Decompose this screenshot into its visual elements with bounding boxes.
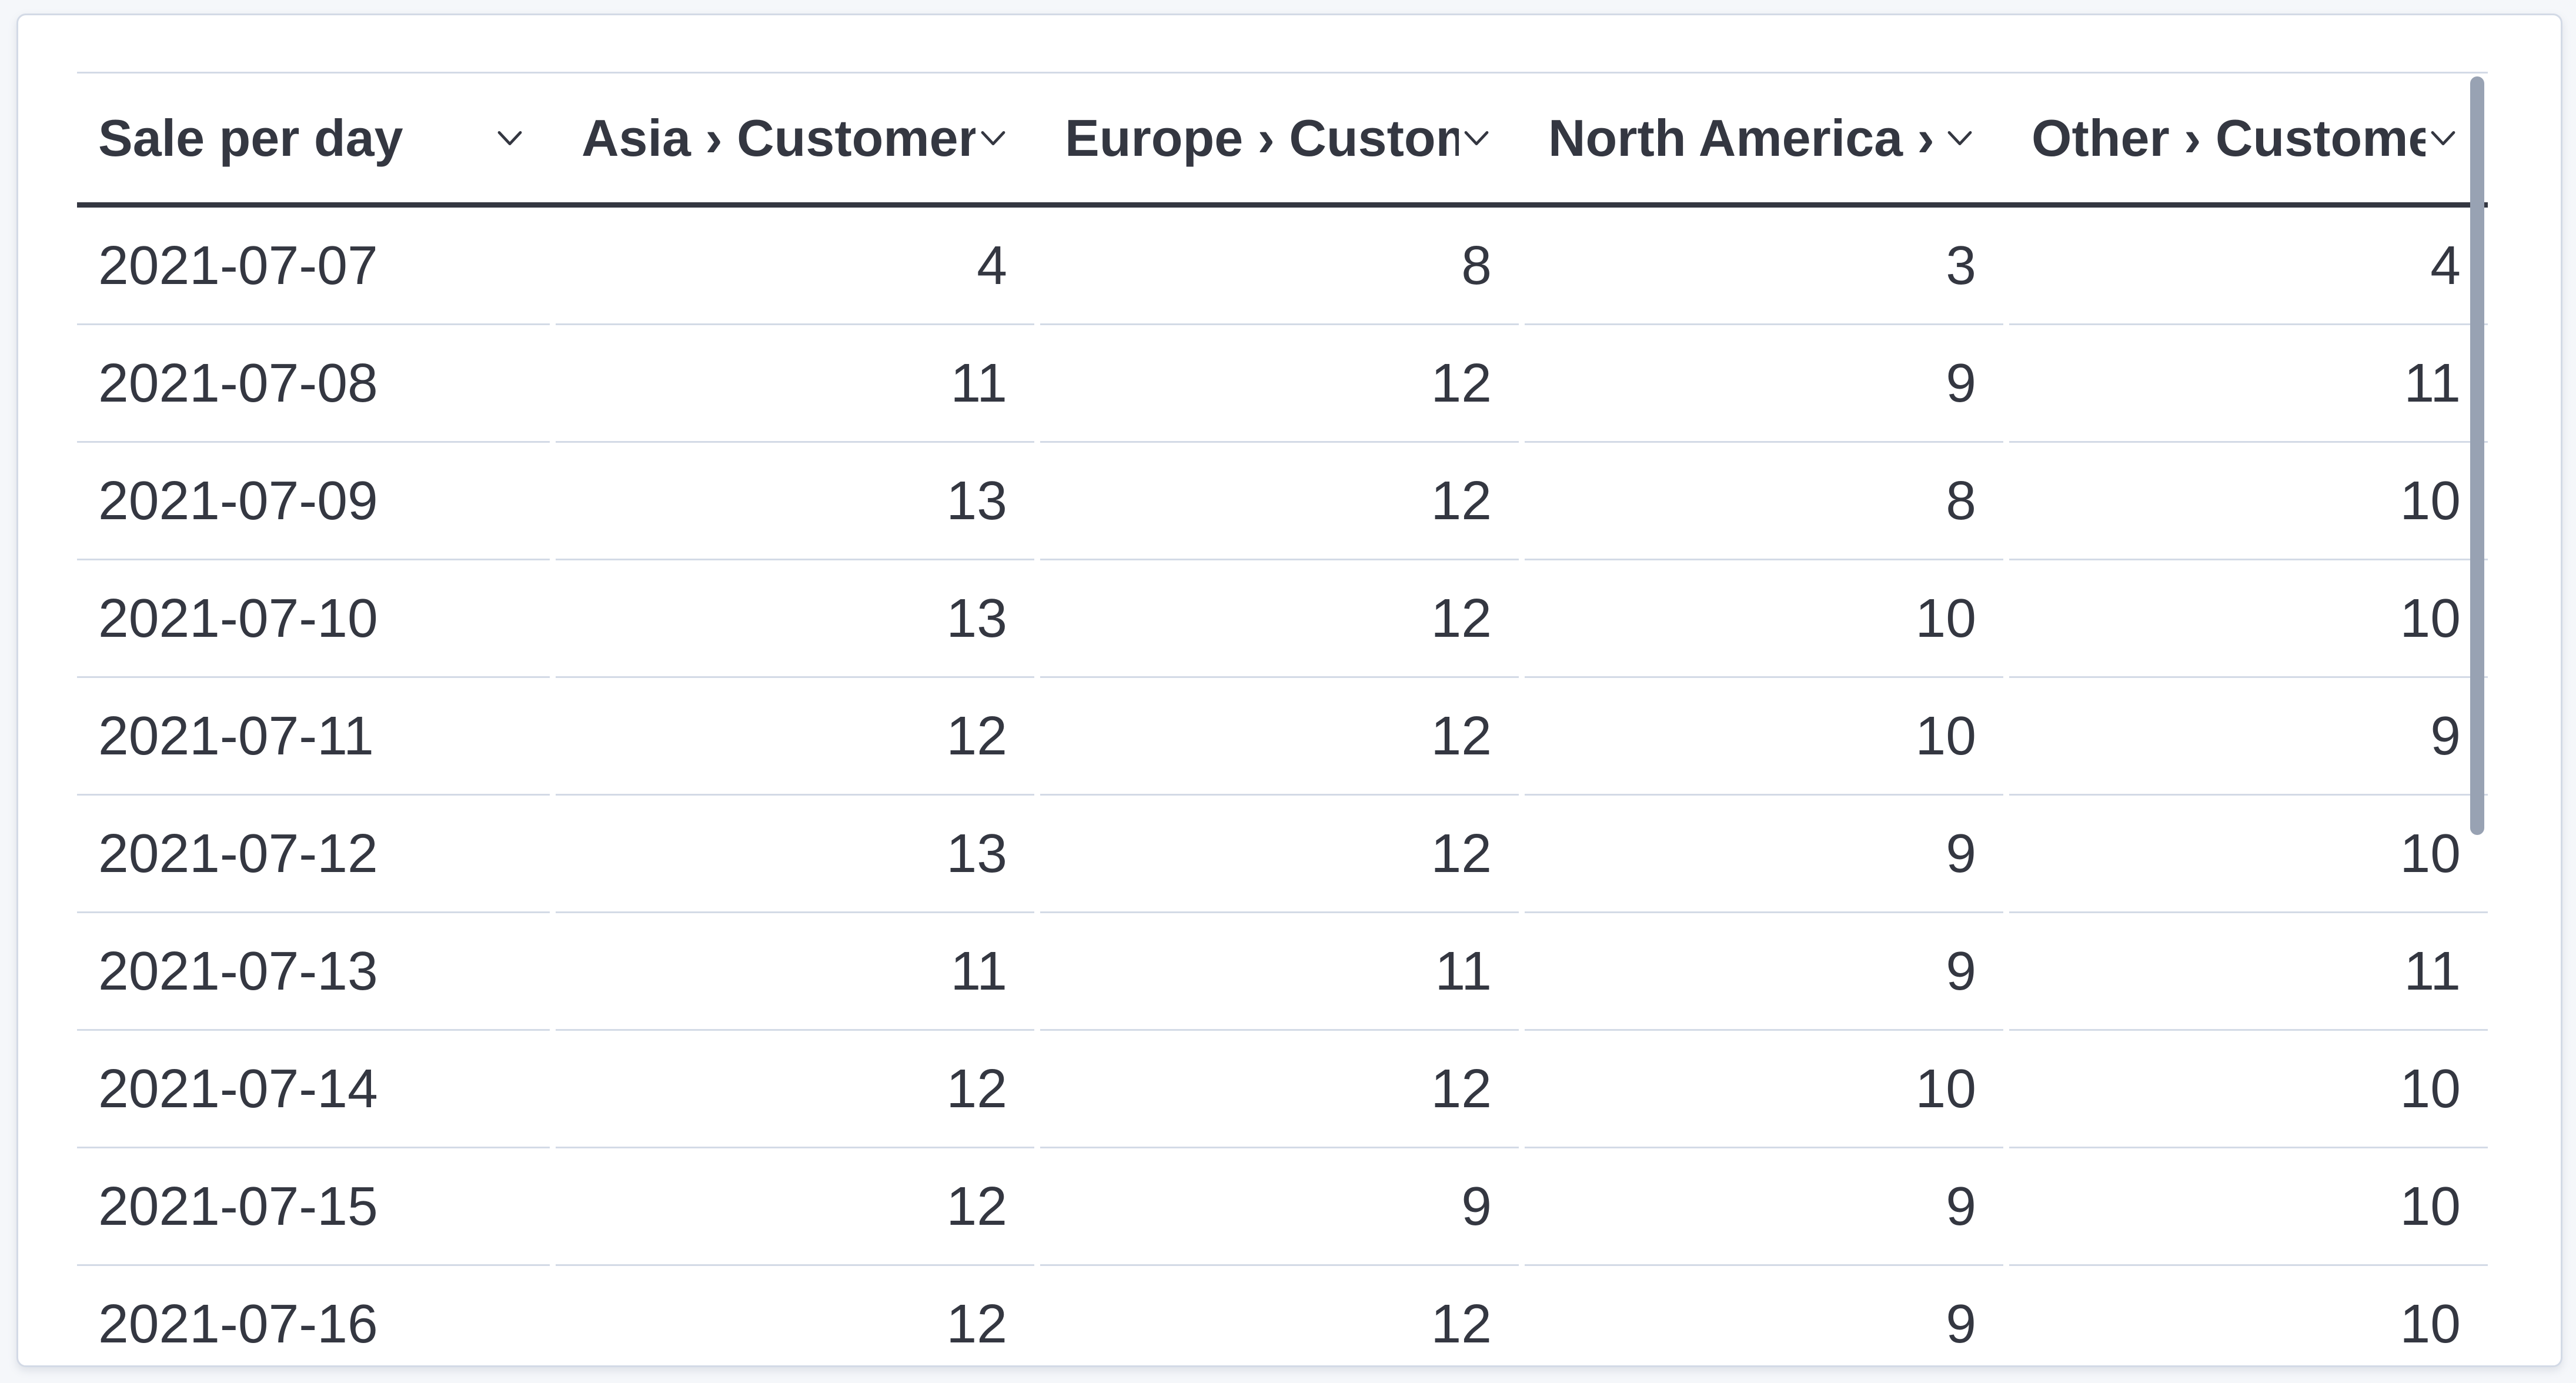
column-header-label: Asia › Customers [582, 108, 975, 167]
chevron-down-icon[interactable] [979, 129, 1007, 148]
value-cell: 12 [1040, 560, 1519, 678]
value-cell: 10 [1525, 1031, 2003, 1148]
date-cell: 2021-07-16 [77, 1266, 550, 1365]
value-cell: 13 [556, 560, 1034, 678]
value-cell: 13 [556, 443, 1034, 560]
vertical-scrollbar-thumb[interactable] [2470, 76, 2484, 835]
table-row: 2021-07-07 4 8 3 4 [77, 208, 2488, 325]
value-cell: 10 [1525, 560, 2003, 678]
value-cell: 9 [1525, 796, 2003, 913]
chevron-down-icon[interactable] [496, 129, 524, 148]
value-cell: 12 [1040, 678, 1519, 796]
table-row: 2021-07-12 13 12 9 10 [77, 796, 2488, 913]
value-cell: 10 [2009, 1031, 2488, 1148]
column-header-4[interactable]: Other › Customers [2010, 74, 2488, 202]
value-cell: 12 [1040, 1266, 1519, 1365]
table-panel: Sale per day Asia › Customers Europe › C… [16, 14, 2562, 1367]
table-body: 2021-07-07 4 8 3 4 2021-07-08 11 12 9 11 2021-07-0… [77, 208, 2488, 1365]
value-cell: 12 [556, 1148, 1034, 1266]
value-cell: 9 [1525, 325, 2003, 443]
column-header-0[interactable]: Sale per day [77, 74, 554, 202]
date-cell: 2021-07-12 [77, 796, 550, 913]
value-cell: 10 [2009, 796, 2488, 913]
column-header-label: Sale per day [98, 108, 403, 167]
table-row: 2021-07-13 11 11 9 11 [77, 913, 2488, 1031]
date-cell: 2021-07-14 [77, 1031, 550, 1148]
column-header-label: Europe › Customers [1065, 108, 1459, 167]
column-header-label: North America › Customers [1548, 108, 1942, 167]
value-cell: 8 [1525, 443, 2003, 560]
date-cell: 2021-07-11 [77, 678, 550, 796]
value-cell: 9 [1525, 1148, 2003, 1266]
value-cell: 4 [2009, 208, 2488, 325]
table-row: 2021-07-16 12 12 9 10 [77, 1266, 2488, 1365]
value-cell: 12 [1040, 443, 1519, 560]
table-row: 2021-07-09 13 12 8 10 [77, 443, 2488, 560]
value-cell: 12 [556, 1266, 1034, 1365]
value-cell: 9 [1525, 1266, 2003, 1365]
table-row: 2021-07-15 12 9 9 10 [77, 1148, 2488, 1266]
value-cell: 10 [2009, 560, 2488, 678]
table-row: 2021-07-10 13 12 10 10 [77, 560, 2488, 678]
data-table: Sale per day Asia › Customers Europe › C… [77, 72, 2488, 1365]
chevron-down-icon[interactable] [2429, 129, 2457, 148]
value-cell: 11 [1040, 913, 1519, 1031]
value-cell: 10 [2009, 443, 2488, 560]
value-cell: 9 [1525, 913, 2003, 1031]
column-header-2[interactable]: Europe › Customers [1044, 74, 1521, 202]
value-cell: 11 [556, 913, 1034, 1031]
date-cell: 2021-07-09 [77, 443, 550, 560]
chevron-down-icon[interactable] [1462, 129, 1491, 148]
date-cell: 2021-07-08 [77, 325, 550, 443]
value-cell: 12 [556, 1031, 1034, 1148]
value-cell: 9 [2009, 678, 2488, 796]
value-cell: 13 [556, 796, 1034, 913]
value-cell: 12 [1040, 1031, 1519, 1148]
table-row: 2021-07-11 12 12 10 9 [77, 678, 2488, 796]
value-cell: 3 [1525, 208, 2003, 325]
value-cell: 11 [2009, 913, 2488, 1031]
column-header-3[interactable]: North America › Customers [1527, 74, 2004, 202]
date-cell: 2021-07-13 [77, 913, 550, 1031]
date-cell: 2021-07-15 [77, 1148, 550, 1266]
table-row: 2021-07-08 11 12 9 11 [77, 325, 2488, 443]
table-header-row: Sale per day Asia › Customers Europe › C… [77, 72, 2488, 208]
date-cell: 2021-07-07 [77, 208, 550, 325]
column-header-1[interactable]: Asia › Customers [560, 74, 1038, 202]
value-cell: 9 [1040, 1148, 1519, 1266]
date-cell: 2021-07-10 [77, 560, 550, 678]
value-cell: 12 [556, 678, 1034, 796]
value-cell: 11 [556, 325, 1034, 443]
value-cell: 12 [1040, 796, 1519, 913]
chevron-down-icon[interactable] [1946, 129, 1974, 148]
value-cell: 8 [1040, 208, 1519, 325]
value-cell: 4 [556, 208, 1034, 325]
column-header-label: Other › Customers [2032, 108, 2425, 167]
table-row: 2021-07-14 12 12 10 10 [77, 1031, 2488, 1148]
value-cell: 10 [1525, 678, 2003, 796]
value-cell: 10 [2009, 1148, 2488, 1266]
value-cell: 12 [1040, 325, 1519, 443]
value-cell: 10 [2009, 1266, 2488, 1365]
value-cell: 11 [2009, 325, 2488, 443]
